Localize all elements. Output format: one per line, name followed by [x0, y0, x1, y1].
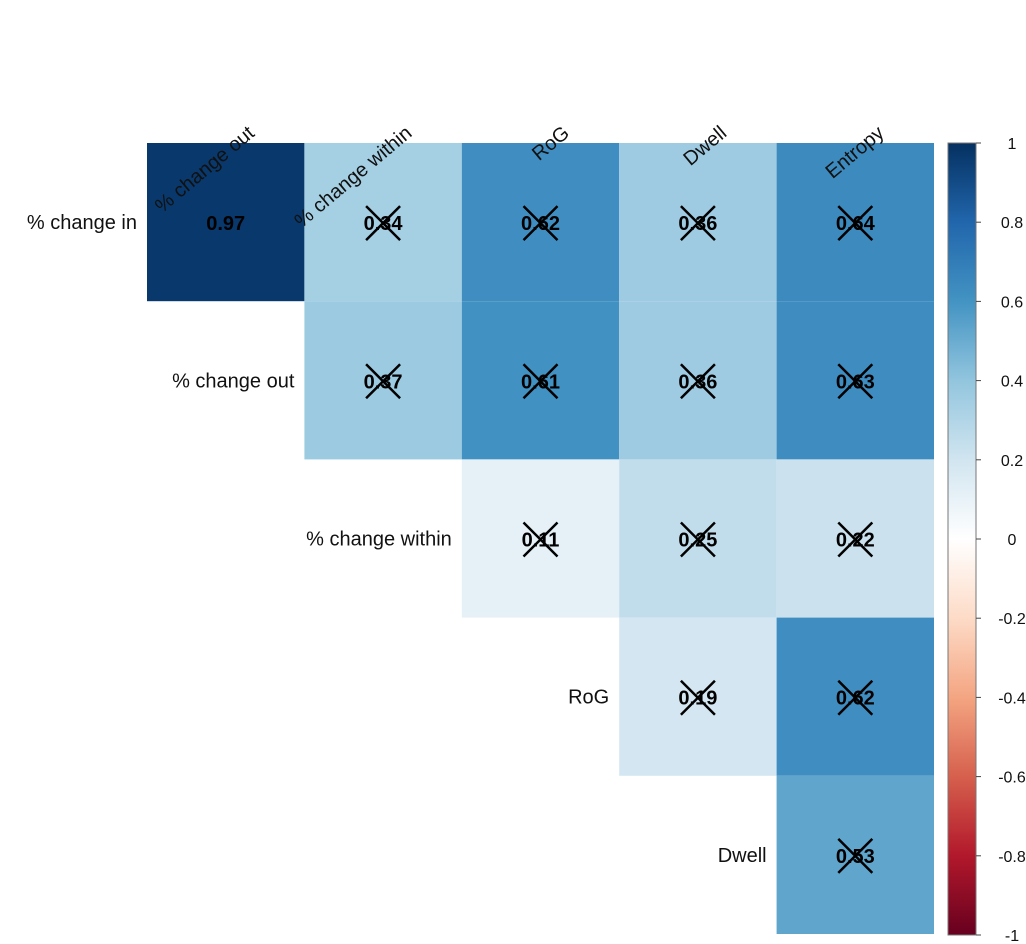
row-label: % change within: [306, 529, 452, 551]
legend-tick-label: 1: [1008, 136, 1017, 153]
heatmap-cell: 0.34: [304, 143, 462, 302]
insignificant-cross-mark: [837, 838, 874, 874]
legend-tick-label: 0.6: [1001, 294, 1023, 311]
legend-tick-label: -1: [1005, 928, 1019, 944]
heatmap-cell: 0.19: [619, 617, 777, 776]
legend-tick-label: 0.2: [1001, 453, 1023, 470]
color-legend: 1 0.8 0.6 0.4 0.2 0 -0.2 -0.4 -0.6 -0.8 -1: [947, 136, 1026, 944]
row-label: Dwell: [718, 845, 767, 867]
row-label: RoG: [568, 687, 609, 709]
insignificant-cross-mark: [680, 521, 716, 558]
legend-tick-label: 0.8: [1001, 215, 1023, 232]
insignificant-cross-mark: [522, 521, 559, 558]
insignificant-cross-mark: [837, 363, 874, 400]
row-label: % change out: [172, 370, 295, 392]
heatmap-cell: 0.53: [776, 775, 934, 934]
insignificant-cross-mark: [837, 205, 874, 241]
insignificant-cross-mark: [522, 205, 559, 241]
heatmap-cell: 0.61: [461, 301, 620, 460]
legend-tick-label: -0.4: [998, 690, 1026, 707]
row-label: % change in: [27, 212, 137, 234]
heatmap-cell: 0.64: [776, 143, 934, 302]
legend-tick-label: -0.2: [998, 611, 1026, 628]
heatmap-cell: 0.97: [147, 143, 305, 302]
heatmap-cell: 0.11: [461, 459, 620, 618]
legend-tick-label: -0.6: [998, 770, 1026, 787]
insignificant-cross-mark: [522, 363, 559, 400]
insignificant-cross-mark: [680, 679, 716, 716]
heatmap-cell: 0.36: [619, 301, 777, 460]
insignificant-cross-mark: [680, 205, 716, 241]
insignificant-cross-mark: [365, 363, 401, 400]
heatmap-cell: 0.62: [776, 617, 934, 776]
heatmap-cell: 0.63: [776, 301, 934, 460]
insignificant-cross-mark: [837, 521, 874, 558]
heatmap-cell: 0.36: [619, 143, 777, 302]
heatmap-cells: 0.970.340.620.360.640.370.610.360.630.11…: [147, 143, 934, 934]
cell-value-label: 0.97: [206, 213, 245, 235]
heatmap-cell: 0.22: [776, 459, 934, 618]
heatmap-cell: 0.25: [619, 459, 777, 618]
legend-tick-label: -0.8: [998, 849, 1026, 866]
insignificant-cross-mark: [365, 205, 401, 241]
legend-tick-label: 0.4: [1001, 374, 1023, 391]
legend-tick-label: 0: [1008, 532, 1017, 549]
insignificant-cross-mark: [837, 679, 874, 716]
legend-color-bar: [947, 142, 977, 936]
heatmap-cell: 0.37: [304, 301, 462, 460]
insignificant-cross-mark: [680, 363, 716, 400]
cell-fill: [147, 143, 305, 302]
heatmap-cell: 0.62: [461, 143, 620, 302]
